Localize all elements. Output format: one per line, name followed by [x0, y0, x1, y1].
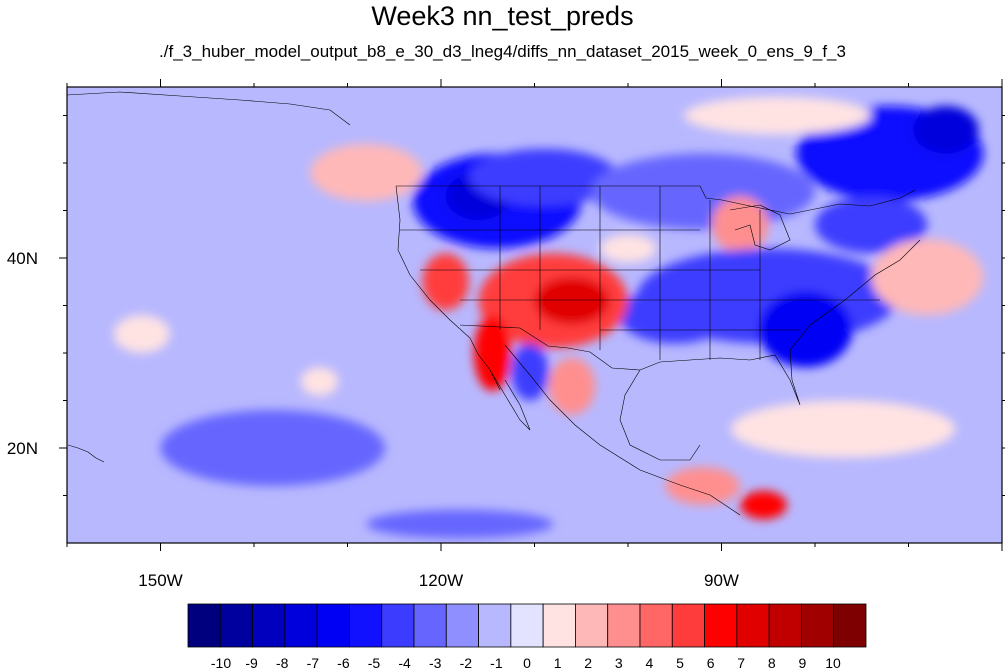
anomaly-blob-2: [469, 148, 619, 206]
colorbar-label: -5: [368, 655, 381, 671]
anomaly-blob-4: [712, 196, 769, 254]
colorbar-swatch: [639, 603, 673, 648]
anomaly-blob-26: [730, 400, 956, 458]
colorbar-swatch: [575, 603, 609, 648]
lon-tick-label: 90W: [704, 571, 739, 590]
anomaly-blob-17: [740, 490, 787, 520]
colorbar-swatch: [833, 603, 867, 648]
anomaly-blob-7: [618, 286, 731, 344]
alaska-coast: [67, 91, 351, 126]
mexico-gulf-coast: [619, 369, 701, 461]
colorbar-label: -10: [211, 655, 231, 671]
anomaly-blob-22: [684, 96, 872, 135]
great-lakes: [729, 204, 791, 251]
colorbar-label: -3: [429, 655, 442, 671]
colorbar-label: 10: [825, 655, 841, 671]
hawaii: [67, 444, 105, 463]
anomaly-blob-9: [913, 106, 979, 154]
colorbar-labels: -10 -9 -8 -7 -6 -5 -4 -3 -2 -1 0 1 2 3 4 5 6 7 8 9 10: [211, 655, 841, 671]
colorbar-swatch: [801, 603, 835, 648]
colorbar-swatch: [219, 603, 253, 648]
anomaly-blob-25: [300, 367, 339, 396]
anomaly-blob-19: [366, 509, 554, 539]
baja-california: [489, 369, 531, 431]
lat-tick-label: 20N: [7, 439, 38, 458]
colorbar-swatch: [478, 603, 512, 648]
colorbar-swatch: [381, 603, 415, 648]
us-west-coast: [395, 185, 501, 391]
colorbar-label: -9: [245, 655, 258, 671]
colorbar-label: 1: [554, 655, 562, 671]
colorbar-swatch: [671, 603, 705, 648]
colorbar-swatch: [736, 603, 770, 648]
colorbar-swatch: [704, 603, 738, 648]
lon-tick-label: 120W: [419, 571, 463, 590]
colorbar-swatch: [349, 603, 383, 648]
anomaly-blob-6: [758, 291, 853, 368]
anomaly-blob-16: [548, 357, 596, 415]
anomaly-blob-21: [310, 144, 423, 201]
colorbar-label: -7: [307, 655, 320, 671]
axis-tick-labels: 150W 120W 90W 40N 20N: [7, 249, 739, 590]
anomaly-blob-27: [871, 239, 984, 315]
anomaly-field: [113, 96, 984, 539]
colorbar-swatch: [510, 603, 544, 648]
colorbar-swatch: [542, 603, 576, 648]
anomaly-blob-13: [422, 253, 470, 311]
gulf-coast: [639, 239, 921, 406]
colorbar-label: 4: [646, 655, 654, 671]
colorbar-swatch: [413, 603, 447, 648]
map-subtitle: ./f_3_huber_model_output_b8_e_30_d3_lneg…: [159, 42, 846, 61]
colorbar-label: -4: [398, 655, 411, 671]
map-title: Week3 nn_test_preds: [371, 1, 634, 31]
colorbar-label: 0: [523, 655, 531, 671]
colorbar-label: -2: [460, 655, 473, 671]
colorbar-label: -1: [490, 655, 503, 671]
colorbar-label: 8: [768, 655, 776, 671]
colorbar-label: 3: [615, 655, 623, 671]
colorbar-swatch: [445, 603, 479, 648]
anomaly-blob-24: [113, 315, 170, 353]
colorbar-label: 7: [737, 655, 745, 671]
anomaly-blob-10: [815, 196, 928, 254]
colorbar-label: 9: [799, 655, 807, 671]
lon-tick-label: 150W: [138, 571, 182, 590]
colorbar-label: 6: [707, 655, 715, 671]
anomaly-blob-15: [511, 343, 549, 401]
colorbar-label: 2: [584, 655, 592, 671]
colorbar-swatch: [252, 603, 286, 648]
anomaly-blob-23: [599, 234, 657, 263]
colorbar-swatch: [316, 603, 350, 648]
state-boundaries: [67, 91, 921, 516]
colorbar-label: -8: [276, 655, 289, 671]
colorbar-swatch: [607, 603, 641, 648]
axis-ticks: [59, 79, 1005, 551]
colorbar-label: -6: [337, 655, 350, 671]
colorbar-swatch: [187, 603, 221, 648]
anomaly-blob-20: [160, 410, 385, 486]
colorbar-swatch: [768, 603, 802, 648]
anomaly-blob-18: [665, 467, 741, 505]
colorbar: [187, 603, 867, 648]
mexico-west-coast: [504, 344, 741, 516]
us-mexico-border: [459, 324, 641, 371]
anomaly-blob-12: [534, 277, 610, 325]
colorbar-label: 5: [676, 655, 684, 671]
anomaly-blob-14: [473, 315, 512, 391]
colorbar-swatch: [284, 603, 318, 648]
lat-tick-label: 40N: [7, 249, 38, 268]
